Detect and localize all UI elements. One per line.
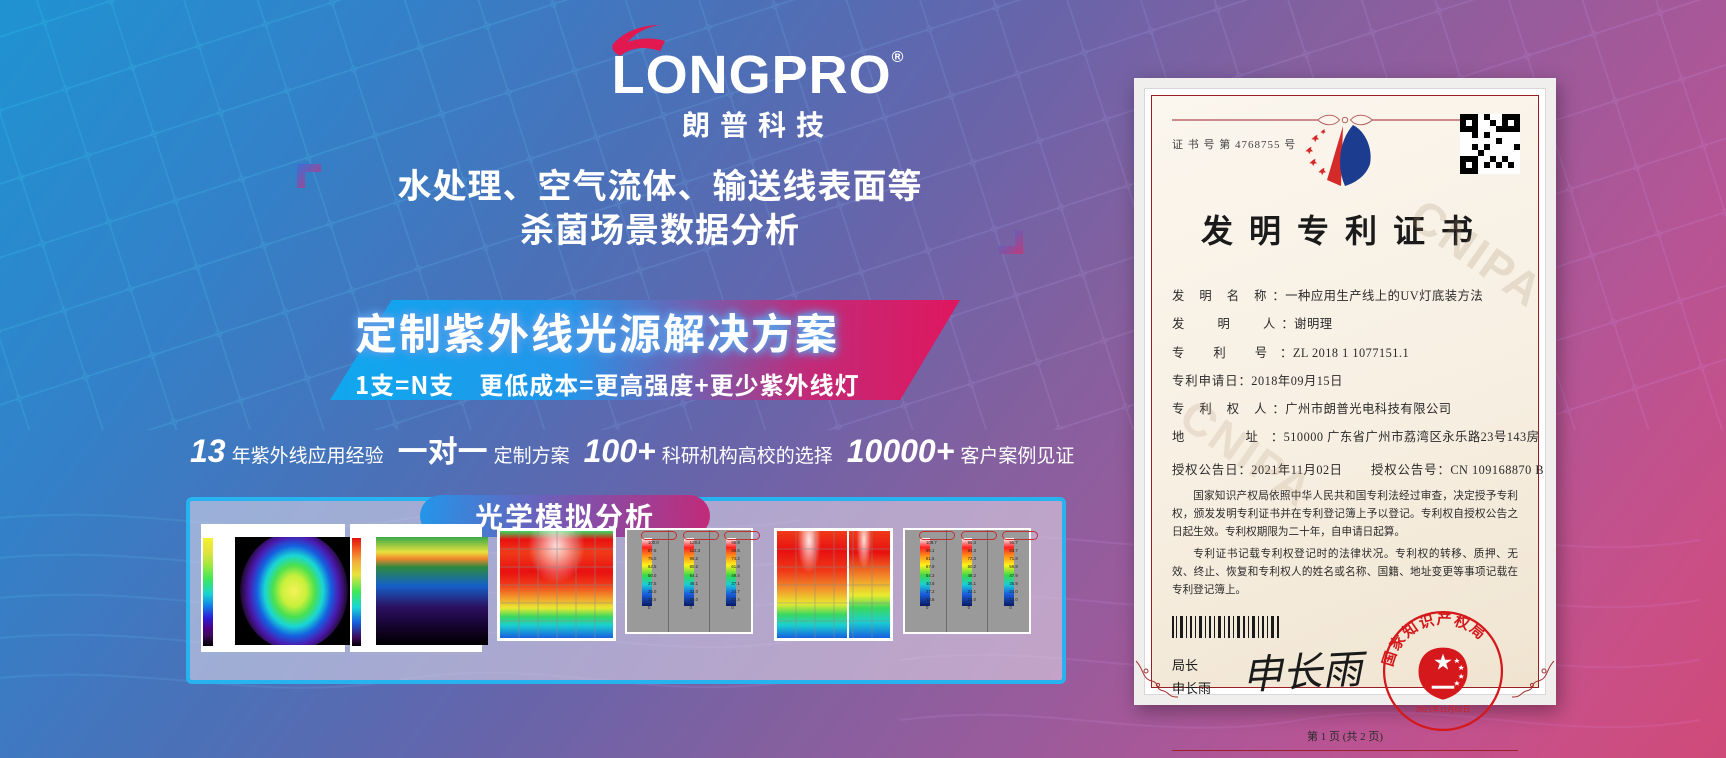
svg-text:2021年11月02日: 2021年11月02日 — [1416, 704, 1470, 713]
